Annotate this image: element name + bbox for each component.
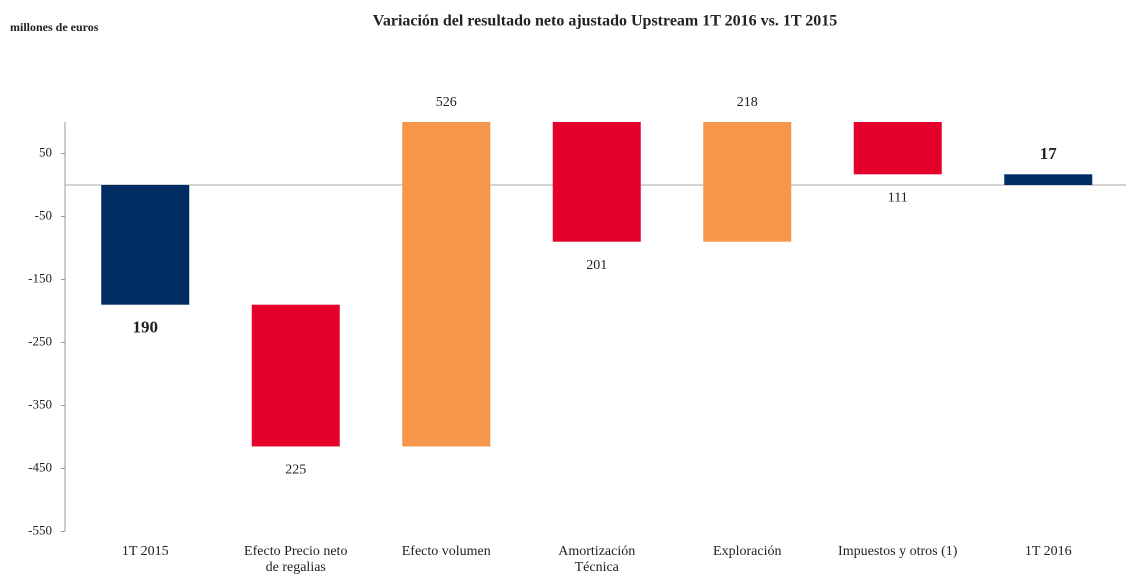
unit-label: millones de euros xyxy=(10,20,99,34)
value-label: 17 xyxy=(1040,144,1058,163)
bar xyxy=(1004,174,1093,185)
bar xyxy=(251,304,340,447)
y-tick-label: -450 xyxy=(28,459,52,474)
value-label: 190 xyxy=(133,318,159,337)
x-tick-label: 1T 2016 xyxy=(1024,544,1072,559)
value-label: 218 xyxy=(737,95,758,110)
value-label: 526 xyxy=(436,95,457,110)
bar xyxy=(552,122,641,242)
bar xyxy=(101,185,190,305)
chart-title: Variación del resultado neto ajustado Up… xyxy=(373,13,837,30)
y-tick-label: -250 xyxy=(28,333,52,348)
value-label: 111 xyxy=(888,191,908,206)
y-tick-label: 50 xyxy=(39,144,52,159)
x-tick-label: Impuestos y otros (1) xyxy=(838,544,958,559)
x-tick-label: Exploración xyxy=(713,544,782,559)
bar xyxy=(853,122,942,175)
y-tick-label: -350 xyxy=(28,396,52,411)
value-label: 225 xyxy=(285,463,306,478)
bars xyxy=(101,122,1093,447)
bar xyxy=(703,122,792,242)
y-tick-label: -150 xyxy=(28,270,52,285)
x-tick-label: Amortización Técnica xyxy=(558,544,636,575)
value-label: 201 xyxy=(586,258,607,273)
bar xyxy=(402,122,491,447)
y-tick-label: -50 xyxy=(35,207,52,222)
y-tick-label: -550 xyxy=(28,522,52,537)
x-tick-label: Efecto Precio neto de regalias xyxy=(244,544,348,575)
x-tick-label: Efecto volumen xyxy=(401,544,491,559)
x-tick-label: 1T 2015 xyxy=(121,544,169,559)
